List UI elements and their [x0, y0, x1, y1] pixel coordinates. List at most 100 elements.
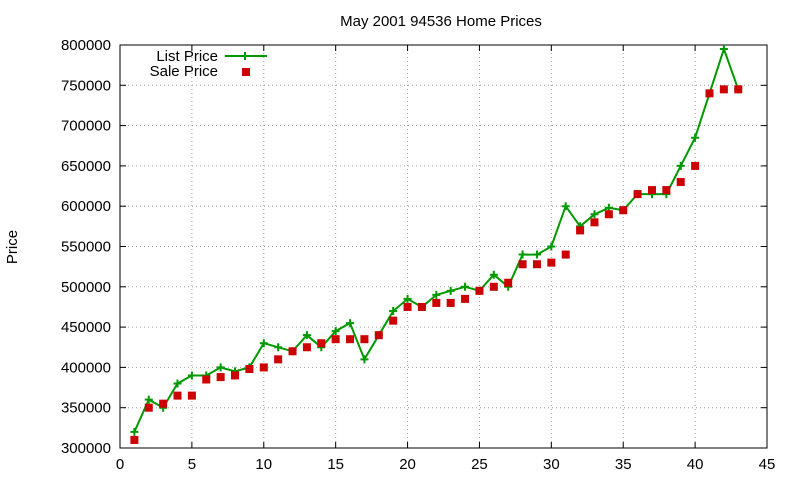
sale-price-point — [504, 278, 513, 287]
sale-price-point — [489, 282, 498, 291]
y-tick-label: 450000 — [61, 319, 111, 336]
x-tick-label: 15 — [327, 456, 344, 473]
y-tick-label: 300000 — [61, 440, 111, 457]
sale-price-point — [547, 258, 556, 267]
plot-frame — [119, 44, 768, 449]
sale-price-point — [532, 260, 541, 269]
x-tick-label: 25 — [471, 456, 488, 473]
sale-price-point — [705, 89, 714, 98]
y-tick-label: 800000 — [61, 37, 111, 54]
x-tick-label: 20 — [399, 456, 416, 473]
sale-price-point — [691, 161, 700, 170]
sale-price-point — [274, 355, 283, 364]
list-price-point — [216, 363, 225, 372]
sale-price-point — [216, 373, 225, 382]
list-price-point — [274, 343, 283, 352]
sale-price-point — [561, 250, 570, 259]
y-tick-labels: 300000 350000 400000 450000 500000 550000 6000… — [61, 37, 111, 457]
list-price-line — [133, 45, 740, 433]
legend-marker-sale-price — [242, 68, 250, 76]
y-tick-label: 600000 — [61, 198, 111, 215]
list-price-point — [144, 395, 153, 404]
sale-price-point — [302, 343, 311, 352]
list-price-point — [403, 294, 412, 303]
list-price-point — [532, 250, 541, 259]
sale-price-point — [662, 186, 671, 195]
sale-price-point — [446, 298, 455, 307]
list-price-point — [547, 242, 556, 251]
list-price-point — [187, 371, 196, 380]
sale-price-point — [374, 331, 383, 340]
sale-price-point — [173, 391, 182, 400]
y-tick-label: 350000 — [61, 400, 111, 417]
list-price-point — [561, 202, 570, 211]
sale-price-point — [202, 375, 211, 384]
x-tick-label: 10 — [255, 456, 272, 473]
list-price-point — [259, 339, 268, 348]
y-tick-label: 700000 — [61, 118, 111, 135]
sale-price-point — [130, 435, 139, 444]
x-tick-label: 30 — [543, 456, 560, 473]
y-tick-label: 550000 — [61, 239, 111, 256]
x-tick-label: 35 — [615, 456, 632, 473]
sale-price-point — [331, 335, 340, 344]
list-price-point — [331, 327, 340, 336]
list-price-point — [691, 133, 700, 142]
list-price-point — [173, 379, 182, 388]
sale-price-point — [417, 302, 426, 311]
sale-price-point — [432, 298, 441, 307]
sale-price-point — [317, 339, 326, 348]
sale-price-point — [475, 286, 484, 295]
sale-price-point — [360, 335, 369, 344]
sale-price-point — [647, 186, 656, 195]
list-price-point — [518, 250, 527, 259]
chart-title: May 2001 94536 Home Prices — [340, 13, 542, 30]
sale-price-point — [676, 178, 685, 187]
y-tick-label: 650000 — [61, 158, 111, 175]
y-tick-label: 500000 — [61, 279, 111, 296]
list-price-point — [719, 45, 728, 54]
sale-price-point — [576, 226, 585, 235]
list-price-point — [446, 286, 455, 295]
sale-price-point — [288, 347, 297, 356]
y-tick-label: 400000 — [61, 359, 111, 376]
sale-price-point — [389, 316, 398, 325]
sale-price-point — [231, 371, 240, 380]
sale-price-point — [187, 391, 196, 400]
sale-price-point — [619, 206, 628, 215]
list-price-point — [489, 270, 498, 279]
y-tick-label: 750000 — [61, 77, 111, 94]
list-price-point — [360, 355, 369, 364]
sale-price-point — [346, 335, 355, 344]
legend-label-list-price: List Price — [156, 48, 218, 65]
list-price-point — [130, 427, 139, 436]
x-tick-label: 5 — [188, 456, 196, 473]
legend-label-sale-price: Sale Price — [150, 63, 218, 80]
sale-price-point — [719, 85, 728, 94]
list-price-point — [389, 306, 398, 315]
sale-price-point — [734, 85, 743, 94]
x-tick-label: 0 — [116, 456, 124, 473]
legend-marker-list-price — [241, 52, 249, 60]
sale-price-point — [590, 218, 599, 227]
list-price-point — [302, 331, 311, 340]
legend: List Price Sale Price — [150, 48, 267, 80]
sale-price-point — [604, 210, 613, 219]
sale-price-point — [518, 260, 527, 269]
x-tick-label: 45 — [759, 456, 776, 473]
sale-price-point — [159, 399, 168, 408]
list-price-point — [432, 290, 441, 299]
list-price-point — [346, 319, 355, 328]
grid — [120, 45, 767, 448]
list-price-point — [590, 210, 599, 219]
y-axis-label: Price — [4, 230, 21, 264]
x-tick-label: 40 — [687, 456, 704, 473]
list-price-point — [676, 161, 685, 170]
axis-ticks — [119, 44, 768, 449]
x-tick-labels: 0 5 10 15 20 25 30 35 40 45 — [116, 456, 776, 473]
sale-price-point — [245, 365, 254, 374]
sale-price-point — [403, 302, 412, 311]
sale-price-point — [259, 363, 268, 372]
sale-price-point — [461, 294, 470, 303]
